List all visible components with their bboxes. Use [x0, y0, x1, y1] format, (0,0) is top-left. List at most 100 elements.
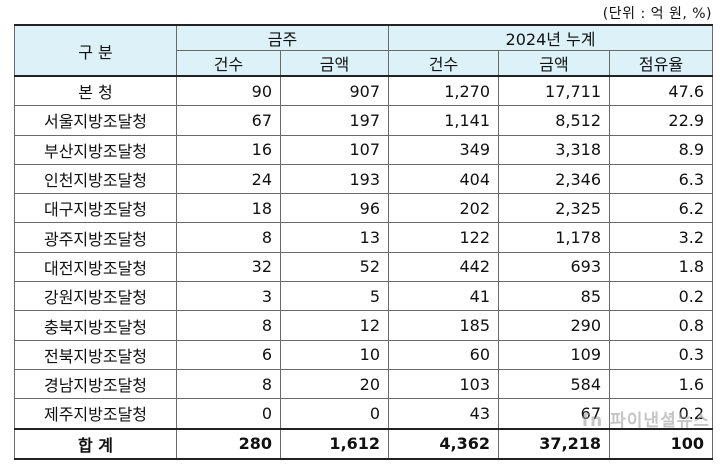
cell-week-amount: 13 [279, 222, 390, 253]
row-label: 강원지방조달청 [14, 281, 177, 312]
table-row: 제주지방조달청 0 0 43 67 0.2 [14, 398, 714, 430]
cell-total-amount: 67 [498, 398, 611, 430]
cell-week-count: 8 [176, 368, 281, 400]
cell-week-amount: 12 [279, 310, 390, 341]
table-row: 대구지방조달청 18 96 202 2,325 6.2 [14, 193, 714, 224]
row-label: 전북지방조달청 [14, 339, 177, 370]
cell-week-amount: 197 [279, 105, 390, 136]
row-label: 충북지방조달청 [14, 310, 177, 341]
row-label: 본 청 [14, 75, 177, 107]
header-this-week: 금주 [175, 24, 390, 51]
cell-week-count: 0 [176, 398, 281, 430]
header-2024-total: 2024년 누계 [388, 24, 714, 51]
header-week-count: 건수 [176, 50, 281, 77]
cell-total-count: 349 [388, 134, 500, 165]
cell-week-amount: 10 [279, 339, 390, 370]
cell-share: 47.6 [609, 75, 714, 107]
cell-week-count: 280 [176, 427, 281, 460]
procurement-table: 구 분 금주 2024년 누계 건수 금액 건수 금액 점유율 본 청 90 907… [14, 24, 714, 460]
cell-week-count: 6 [176, 339, 281, 370]
cell-share: 100 [609, 427, 714, 460]
row-label: 서울지방조달청 [14, 105, 177, 136]
total-row: 합 계 280 1,612 4,362 37,218 100 [14, 427, 714, 460]
table-body: 본 청 90 907 1,270 17,711 47.6 서울지방조달청 67 197 1,141… [14, 75, 714, 460]
cell-total-count: 1,270 [388, 75, 500, 107]
cell-total-amount: 2,325 [498, 193, 611, 224]
row-label: 인천지방조달청 [14, 163, 177, 195]
cell-share: 1.6 [609, 368, 714, 400]
cell-total-count: 103 [388, 368, 500, 400]
row-label: 제주지방조달청 [14, 398, 177, 430]
cell-week-amount: 1,612 [279, 427, 390, 460]
cell-total-count: 41 [388, 281, 500, 312]
cell-week-amount: 52 [279, 251, 390, 283]
cell-week-count: 3 [176, 281, 281, 312]
cell-total-count: 4,362 [388, 427, 500, 460]
header-total-amount: 금액 [498, 50, 611, 77]
cell-total-amount: 290 [498, 310, 611, 341]
cell-total-count: 442 [388, 251, 500, 283]
unit-note: (단위 : 억 원, %) [602, 6, 712, 22]
cell-total-amount: 584 [498, 368, 611, 400]
cell-total-count: 43 [388, 398, 500, 430]
cell-total-amount: 109 [498, 339, 611, 370]
table-row: 광주지방조달청 8 13 122 1,178 3.2 [14, 222, 714, 253]
cell-week-amount: 907 [279, 75, 390, 107]
cell-share: 6.3 [609, 163, 714, 195]
cell-share: 3.2 [609, 222, 714, 253]
cell-week-count: 8 [176, 222, 281, 253]
cell-total-amount: 8,512 [498, 105, 611, 136]
cell-week-amount: 107 [279, 134, 390, 165]
row-label: 경남지방조달청 [14, 368, 177, 400]
cell-share: 8.9 [609, 134, 714, 165]
cell-week-amount: 20 [279, 368, 390, 400]
cell-total-amount: 693 [498, 251, 611, 283]
header-total-count: 건수 [388, 50, 500, 77]
cell-share: 0.8 [609, 310, 714, 341]
cell-total-amount: 3,318 [498, 134, 611, 165]
cell-share: 6.2 [609, 193, 714, 224]
cell-week-amount: 5 [279, 281, 390, 312]
cell-total-amount: 1,178 [498, 222, 611, 253]
cell-total-count: 404 [388, 163, 500, 195]
cell-total-amount: 17,711 [498, 75, 611, 107]
cell-week-count: 24 [176, 163, 281, 195]
table-row: 강원지방조달청 3 5 41 85 0.2 [14, 281, 714, 312]
row-label: 광주지방조달청 [14, 222, 177, 253]
watermark: fn 파이낸셜뉴스 [581, 411, 710, 431]
table-row: 본 청 90 907 1,270 17,711 47.6 [14, 75, 714, 107]
cell-total-amount: 37,218 [498, 427, 611, 460]
header-share: 점유율 [609, 50, 714, 77]
row-label: 부산지방조달청 [14, 134, 177, 165]
cell-week-count: 8 [176, 310, 281, 341]
cell-total-count: 60 [388, 339, 500, 370]
row-label: 합 계 [14, 427, 177, 460]
cell-share: 0.2 [609, 398, 714, 430]
table-row: 대전지방조달청 32 52 442 693 1.8 [14, 251, 714, 283]
cell-week-amount: 0 [279, 398, 390, 430]
cell-share: 0.2 [609, 281, 714, 312]
cell-week-count: 16 [176, 134, 281, 165]
cell-week-count: 67 [176, 105, 281, 136]
header-week-amount: 금액 [279, 50, 390, 77]
cell-share: 1.8 [609, 251, 714, 283]
table-row: 경남지방조달청 8 20 103 584 1.6 [14, 368, 714, 400]
cell-total-amount: 85 [498, 281, 611, 312]
table-row: 부산지방조달청 16 107 349 3,318 8.9 [14, 134, 714, 165]
header-category: 구 분 [14, 24, 177, 77]
table-row: 서울지방조달청 67 197 1,141 8,512 22.9 [14, 105, 714, 136]
table-row: 충북지방조달청 8 12 185 290 0.8 [14, 310, 714, 341]
cell-total-count: 185 [388, 310, 500, 341]
cell-total-count: 1,141 [388, 105, 500, 136]
cell-share: 0.3 [609, 339, 714, 370]
cell-total-count: 202 [388, 193, 500, 224]
row-label: 대구지방조달청 [14, 193, 177, 224]
table-row: 인천지방조달청 24 193 404 2,346 6.3 [14, 163, 714, 195]
table-row: 전북지방조달청 6 10 60 109 0.3 [14, 339, 714, 370]
cell-share: 22.9 [609, 105, 714, 136]
cell-week-count: 18 [176, 193, 281, 224]
cell-week-amount: 96 [279, 193, 390, 224]
row-label: 대전지방조달청 [14, 251, 177, 283]
cell-week-amount: 193 [279, 163, 390, 195]
cell-week-count: 32 [176, 251, 281, 283]
